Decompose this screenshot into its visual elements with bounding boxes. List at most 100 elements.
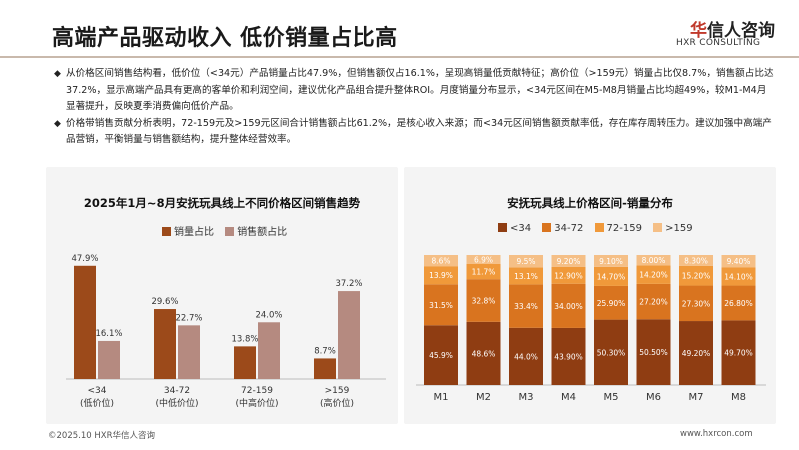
- x-tick-label: 34-72: [164, 386, 190, 396]
- x-tick-label: M6: [646, 392, 661, 403]
- segment-label: 9.10%: [599, 257, 623, 266]
- data-label: 24.0%: [255, 310, 282, 320]
- stacked-bar-segment: [424, 255, 458, 267]
- stacked-bar-segment: [466, 279, 501, 322]
- legend-item: 72-159: [594, 223, 642, 234]
- stacked-bar-segment: [679, 321, 713, 385]
- stacked-bar-segment: [424, 266, 458, 285]
- legend-label: 72-159: [606, 223, 642, 234]
- segment-label: 44.0%: [514, 352, 538, 361]
- segment-label: 8.6%: [431, 257, 450, 266]
- stacked-bar-segment: [509, 327, 543, 385]
- stacked-bar-segment: [721, 285, 756, 321]
- segment-label: 27.30%: [682, 299, 711, 308]
- segment-label: 45.9%: [429, 351, 453, 360]
- segment-label: 25.90%: [597, 299, 626, 308]
- data-label: 47.9%: [71, 254, 98, 264]
- grouped-bar-chart: 47.9% 16.1% <34(低价位) 29.6% 22.7% 34-72(中低价位) 1…: [66, 254, 386, 409]
- x-tick-sublabel: (低价位): [80, 397, 114, 409]
- bullet-item: ◆ 价格带销售贡献分析表明，72-159元及>159元区间合计销售额占比61.2%…: [54, 116, 774, 149]
- logo-english: HXR CONSULTING: [676, 38, 761, 48]
- segment-label: 13.9%: [429, 271, 453, 280]
- stacked-bar-segment: [424, 284, 458, 326]
- legend-item: 34-72: [542, 223, 583, 234]
- segment-label: 34.00%: [554, 302, 583, 311]
- page-title: 高端产品驱动收入 低价销量占比高: [52, 26, 398, 51]
- x-tick-sublabel: (中高价位): [235, 397, 278, 409]
- stacked-bar-segment: [551, 266, 586, 284]
- summary-bullets: ◆ 从价格区间销售结构看，低价位（<34元）产品销量占比47.9%，但销售额仅占1…: [54, 66, 774, 149]
- chart-legend: <34 34-72 72-159 >159: [498, 223, 701, 234]
- segment-label: 32.8%: [472, 297, 496, 306]
- stacked-bar-segment: [466, 263, 501, 280]
- segment-label: 49.20%: [682, 349, 711, 358]
- bar: [234, 346, 256, 379]
- stacked-bar-segment: [679, 285, 713, 322]
- stacked-bar-segment: [551, 283, 586, 328]
- segment-label: 11.7%: [472, 268, 496, 277]
- x-tick-sublabel: (高价位): [320, 397, 354, 409]
- header: 高端产品驱动收入 低价销量占比高 华信人咨询 HXR CONSULTING: [0, 0, 799, 60]
- stacked-bar-segment: [509, 255, 543, 268]
- x-tick-label: M2: [476, 392, 491, 403]
- company-logo: 华信人咨询 HXR CONSULTING: [668, 16, 788, 56]
- x-tick-label: 72-159: [241, 386, 273, 396]
- stacked-bar-segment: [679, 265, 713, 286]
- logo-name-rest: 信人咨询: [707, 21, 775, 41]
- segment-label: 14.20%: [639, 271, 668, 280]
- legend-item: 销售额占比: [225, 223, 287, 238]
- segment-label: 14.10%: [724, 272, 753, 281]
- stacked-bar-segment: [721, 320, 756, 385]
- bullet-item: ◆ 从价格区间销售结构看，低价位（<34元）产品销量占比47.9%，但销售额仅占1…: [54, 66, 774, 116]
- stacked-bar-segment: [466, 321, 501, 385]
- segment-label: 48.6%: [472, 349, 496, 358]
- stacked-bar-segment: [594, 255, 628, 267]
- legend-label: <34: [510, 223, 532, 234]
- data-label: 22.7%: [175, 313, 202, 323]
- segment-label: 14.70%: [597, 272, 626, 281]
- bar: [338, 291, 360, 379]
- bar: [314, 358, 336, 379]
- segment-label: 6.9%: [474, 255, 493, 264]
- legend-item: 销量占比: [162, 223, 214, 238]
- segment-label: 15.20%: [682, 272, 711, 281]
- x-tick-label: M7: [689, 392, 704, 403]
- segment-label: 8.30%: [684, 256, 708, 265]
- data-label: 16.1%: [95, 329, 122, 339]
- stacked-bar-segment: [721, 267, 756, 286]
- segment-label: 50.30%: [597, 348, 626, 357]
- bar: [258, 322, 280, 379]
- stacked-bar-segment: [594, 266, 628, 286]
- title-divider: [0, 56, 799, 58]
- x-tick-label: M4: [561, 392, 576, 403]
- data-label: 8.7%: [314, 346, 336, 356]
- stacked-bar-segment: [594, 319, 628, 385]
- stacked-bar-chart: 45.9% 31.5% 13.9% 8.6% M1 48.6% 32.8% 11.7% 6.9%…: [416, 255, 766, 403]
- stacked-bar-segment: [636, 283, 671, 320]
- footer-website: www.hxrcon.com: [680, 429, 753, 439]
- x-tick-label: <34: [88, 386, 107, 396]
- x-tick-label: >159: [325, 386, 350, 396]
- stacked-bar-segment: [636, 319, 671, 385]
- legend-swatch: [542, 223, 552, 232]
- segment-label: 12.90%: [554, 271, 583, 280]
- legend-item: >159: [653, 223, 693, 234]
- data-label: 29.6%: [151, 297, 178, 307]
- segment-label: 50.50%: [639, 348, 668, 357]
- x-tick-label: M3: [519, 392, 534, 403]
- chart-title: 安抚玩具线上价格区间-销量分布: [507, 196, 673, 210]
- stacked-bar-segment: [509, 267, 543, 285]
- stacked-bar-segment: [551, 255, 586, 267]
- bar: [74, 265, 96, 379]
- stacked-bar-segment: [424, 325, 458, 385]
- segment-label: 26.80%: [724, 299, 753, 308]
- legend-swatch: [594, 223, 604, 232]
- segment-label: 27.20%: [639, 298, 668, 307]
- segment-label: 31.5%: [429, 301, 453, 310]
- logo-chinese: 华信人咨询: [690, 16, 775, 41]
- legend-item: <34: [498, 223, 531, 234]
- legend-label: >159: [665, 223, 693, 234]
- stacked-bar-segment: [679, 255, 713, 266]
- segment-label: 8.00%: [642, 256, 666, 265]
- x-tick-label: M5: [604, 392, 619, 403]
